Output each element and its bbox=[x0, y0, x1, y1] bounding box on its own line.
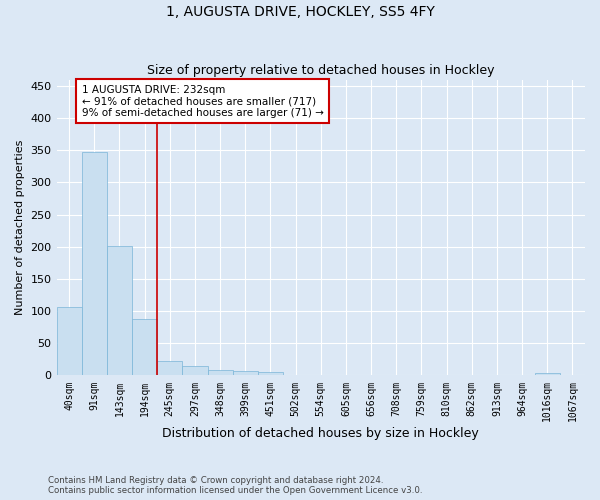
Bar bbox=[132, 319, 157, 376]
Bar bbox=[56, 308, 82, 376]
Bar bbox=[233, 371, 258, 376]
Bar bbox=[258, 372, 283, 376]
Text: Contains HM Land Registry data © Crown copyright and database right 2024.
Contai: Contains HM Land Registry data © Crown c… bbox=[48, 476, 422, 495]
Title: Size of property relative to detached houses in Hockley: Size of property relative to detached ho… bbox=[147, 64, 494, 77]
Bar bbox=[535, 373, 560, 376]
X-axis label: Distribution of detached houses by size in Hockley: Distribution of detached houses by size … bbox=[163, 427, 479, 440]
Text: 1 AUGUSTA DRIVE: 232sqm
← 91% of detached houses are smaller (717)
9% of semi-de: 1 AUGUSTA DRIVE: 232sqm ← 91% of detache… bbox=[82, 84, 323, 118]
Bar bbox=[107, 246, 132, 376]
Bar bbox=[82, 152, 107, 376]
Bar bbox=[157, 362, 182, 376]
Bar bbox=[208, 370, 233, 376]
Bar bbox=[182, 366, 208, 376]
Text: 1, AUGUSTA DRIVE, HOCKLEY, SS5 4FY: 1, AUGUSTA DRIVE, HOCKLEY, SS5 4FY bbox=[166, 5, 434, 19]
Y-axis label: Number of detached properties: Number of detached properties bbox=[15, 140, 25, 315]
